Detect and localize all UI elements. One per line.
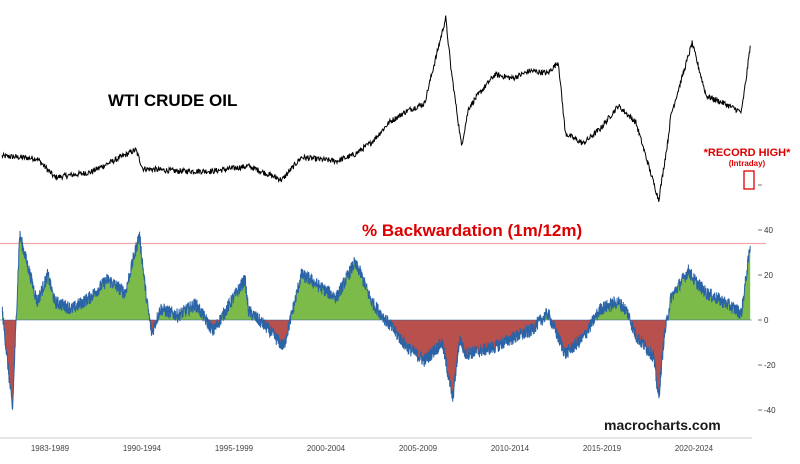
x-axis-label: 2010-2014 xyxy=(491,444,530,453)
wti-title: WTI CRUDE OIL xyxy=(108,91,237,110)
x-axis-label: 1990-1994 xyxy=(123,444,162,453)
record-high-box xyxy=(743,170,755,190)
x-axis-label: 2005-2009 xyxy=(399,444,438,453)
x-axis-label: 2000-2004 xyxy=(307,444,346,453)
backwardation-positive-area xyxy=(2,230,751,320)
record-high-label: *RECORD HIGH* xyxy=(704,147,792,159)
y-tick-label: -40 xyxy=(764,406,776,415)
backwardation-negative-area xyxy=(2,320,751,410)
y-tick-label: 20 xyxy=(764,271,773,280)
y-axis-ticks: 40 20 0 -20 -40 xyxy=(758,184,776,415)
x-axis-label: 1983-1989 xyxy=(31,444,70,453)
x-axis-label: 2020-2024 xyxy=(675,444,714,453)
x-axis-labels: 1983-1989 1990-1994 1995-1999 2000-2004 2005… xyxy=(0,437,752,453)
y-tick-label: 40 xyxy=(764,226,773,235)
record-high-sublabel: (Intraday) xyxy=(729,159,766,168)
x-axis-label: 1995-1999 xyxy=(215,444,254,453)
y-tick-label: -20 xyxy=(764,361,776,370)
backwardation-title: % Backwardation (1m/12m) xyxy=(362,221,582,240)
watermark: macrocharts.com xyxy=(604,417,721,433)
y-tick-label: 0 xyxy=(764,316,769,325)
wti-price-line xyxy=(1,15,751,202)
x-axis-label: 2015-2019 xyxy=(583,444,622,453)
backwardation-line xyxy=(1,230,751,411)
